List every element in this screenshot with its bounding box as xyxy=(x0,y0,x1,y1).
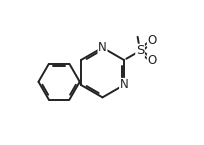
Text: N: N xyxy=(119,78,128,91)
Text: O: O xyxy=(147,54,156,67)
Text: N: N xyxy=(98,41,106,54)
Text: O: O xyxy=(147,34,156,47)
Text: S: S xyxy=(135,44,144,57)
